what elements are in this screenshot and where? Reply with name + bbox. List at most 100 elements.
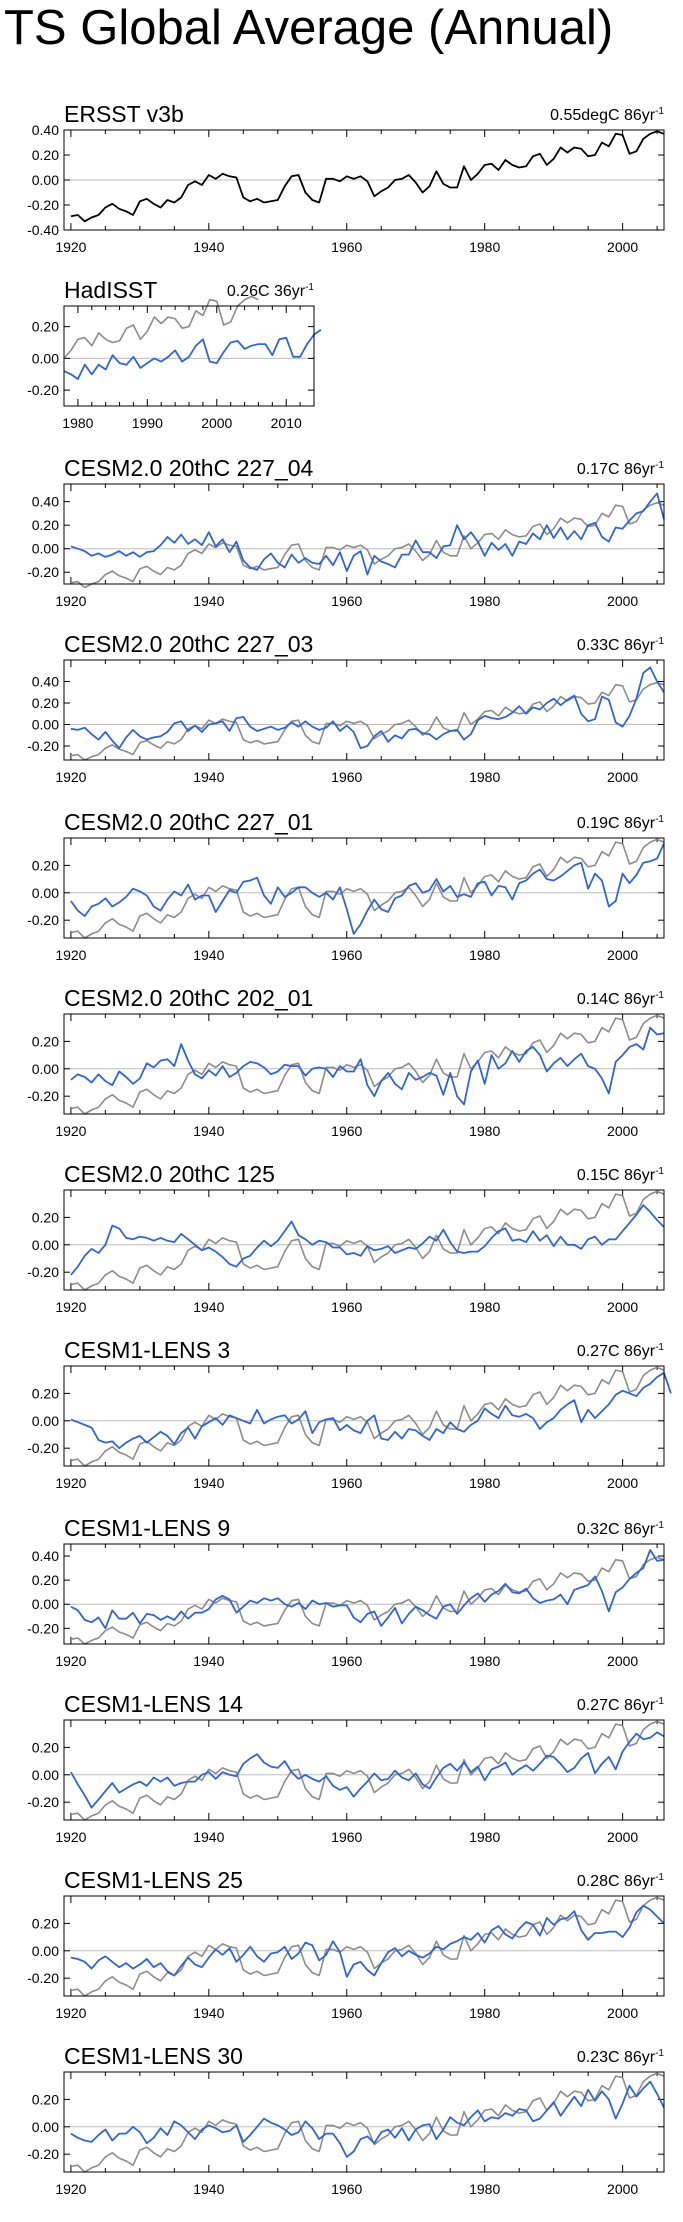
panel-cesm2-227-03: 0.40 0.20 0.00 -0.20 1920 1940 1960 1980 2000 CES… xyxy=(27,631,665,785)
series-line xyxy=(70,492,665,576)
trend-label: 0.19C 86yr-1 xyxy=(577,814,665,832)
panel-title: CESM1-LENS 3 xyxy=(64,1337,230,1363)
x-tick-label: 1940 xyxy=(193,769,224,785)
y-tick-label: -0.20 xyxy=(27,197,59,213)
series-line xyxy=(70,1904,665,1978)
trend-label: 0.27C 86yr-1 xyxy=(577,1696,665,1714)
y-tick-label: -0.20 xyxy=(27,564,59,580)
series-line xyxy=(70,1731,665,1809)
series-line xyxy=(70,1204,665,1276)
x-tick-label: 1940 xyxy=(193,593,224,609)
x-tick-label: 2000 xyxy=(607,1123,638,1139)
x-tick-label: 1940 xyxy=(193,239,224,255)
x-tick-label: 1980 xyxy=(469,1123,500,1139)
panel-lens-3: 0.20 0.00 -0.20 1920 1940 1960 1980 2000 CESM1-L… xyxy=(27,1337,672,1491)
trend-exponent: -1 xyxy=(655,1166,664,1177)
trend-value: 0.17C 86yr xyxy=(577,461,656,478)
y-tick-label: -0.20 xyxy=(27,1088,59,1104)
x-tick-label: 2000 xyxy=(607,239,638,255)
x-tick-label: 1960 xyxy=(331,1653,362,1669)
x-tick-label: 1920 xyxy=(55,1299,86,1315)
trend-label: 0.33C 86yr-1 xyxy=(577,636,665,654)
y-tick-label: 0.00 xyxy=(32,1061,59,1077)
x-tick-label: 1940 xyxy=(193,2181,224,2197)
panel-title: CESM2.0 20thC 227_01 xyxy=(64,809,313,835)
observed-reference-line xyxy=(70,681,665,761)
series-line xyxy=(63,329,322,380)
panel-title: HadISST xyxy=(64,277,157,303)
x-tick-label: 2000 xyxy=(607,947,638,963)
y-tick-label: 0.00 xyxy=(32,1413,59,1429)
y-tick-label: 0.00 xyxy=(32,2119,59,2135)
trend-exponent: -1 xyxy=(655,2048,664,2059)
plot-frame xyxy=(63,1543,665,1645)
trend-exponent: -1 xyxy=(655,460,664,471)
y-tick-label: 0.40 xyxy=(32,494,59,510)
x-tick-label: 2000 xyxy=(607,769,638,785)
trend-label: 0.23C 86yr-1 xyxy=(577,2048,665,2066)
y-tick-label: -0.20 xyxy=(27,1620,59,1636)
y-tick-label: 0.00 xyxy=(32,1943,59,1959)
x-tick-label: 1920 xyxy=(55,1653,86,1669)
y-tick-label: 0.00 xyxy=(32,541,59,557)
x-tick-label: 1920 xyxy=(55,1123,86,1139)
x-tick-label: 1960 xyxy=(331,2181,362,2197)
x-tick-label: 2010 xyxy=(271,415,302,431)
x-tick-label: 1920 xyxy=(55,2005,86,2021)
x-tick-label: 1920 xyxy=(55,239,86,255)
panel-cesm2-202-01: 0.20 0.00 -0.20 1920 1940 1960 1980 2000 CESM2.0… xyxy=(27,985,665,1139)
y-tick-label: -0.20 xyxy=(27,1440,59,1456)
trend-exponent: -1 xyxy=(655,636,664,647)
trend-value: 0.28C 86yr xyxy=(577,1873,656,1890)
x-tick-label: 1940 xyxy=(193,1829,224,1845)
observed-reference-line xyxy=(70,838,665,939)
x-tick-label: 1980 xyxy=(62,415,93,431)
trend-label: 0.17C 86yr-1 xyxy=(577,460,665,478)
y-tick-label: 0.20 xyxy=(32,1915,59,1931)
x-tick-label: 1980 xyxy=(469,1299,500,1315)
trend-value: 0.23C 86yr xyxy=(577,2049,656,2066)
panel-lens-30: 0.20 0.00 -0.20 1920 1940 1960 1980 2000 CESM1-L… xyxy=(27,2043,665,2197)
x-tick-label: 1980 xyxy=(469,1653,500,1669)
x-tick-label: 1920 xyxy=(55,1475,86,1491)
x-tick-label: 2000 xyxy=(201,415,232,431)
plot-frame xyxy=(63,659,665,761)
x-tick-label: 2000 xyxy=(607,1653,638,1669)
panel-cesm2-227-04: 0.40 0.20 0.00 -0.20 1920 1940 1960 1980 2000 CES… xyxy=(27,455,665,609)
panel-lens-14: 0.20 0.00 -0.20 1920 1940 1960 1980 2000 CESM1-L… xyxy=(27,1691,665,1845)
x-tick-label: 1960 xyxy=(331,769,362,785)
x-tick-label: 1980 xyxy=(469,593,500,609)
panel-title: ERSST v3b xyxy=(64,101,184,127)
y-tick-label: 0.20 xyxy=(32,319,59,335)
x-tick-label: 1940 xyxy=(193,1299,224,1315)
x-tick-label: 1960 xyxy=(331,1299,362,1315)
y-tick-label: 0.00 xyxy=(32,717,59,733)
panel-title: CESM2.0 20thC 202_01 xyxy=(64,985,313,1011)
x-tick-label: 1960 xyxy=(331,239,362,255)
y-tick-label: 0.20 xyxy=(32,1033,59,1049)
figure-title: TS Global Average (Annual) xyxy=(4,1,613,55)
y-tick-label: -0.20 xyxy=(27,1794,59,1810)
y-tick-label: -0.20 xyxy=(27,1970,59,1986)
y-tick-label: 0.20 xyxy=(32,695,59,711)
y-tick-label: -0.40 xyxy=(27,222,59,238)
panel-title: CESM1-LENS 25 xyxy=(64,1867,243,1893)
y-tick-label: 0.00 xyxy=(32,1596,59,1612)
series-line xyxy=(70,666,665,750)
trend-value: 0.27C 86yr xyxy=(577,1343,656,1360)
observed-reference-line xyxy=(70,1014,665,1115)
panel-title: CESM1-LENS 9 xyxy=(64,1515,230,1541)
x-tick-label: 2000 xyxy=(607,1299,638,1315)
plot-frame xyxy=(63,1895,665,1997)
y-tick-label: 0.00 xyxy=(32,172,59,188)
y-tick-label: 0.20 xyxy=(32,1572,59,1588)
panel-title: CESM1-LENS 14 xyxy=(64,1691,243,1717)
trend-label: 0.15C 86yr-1 xyxy=(577,1166,665,1184)
panel-title: CESM1-LENS 30 xyxy=(64,2043,243,2069)
series-line xyxy=(70,843,665,935)
x-tick-label: 1920 xyxy=(55,1829,86,1845)
plot-frame xyxy=(63,305,315,407)
y-tick-label: -0.20 xyxy=(27,912,59,928)
